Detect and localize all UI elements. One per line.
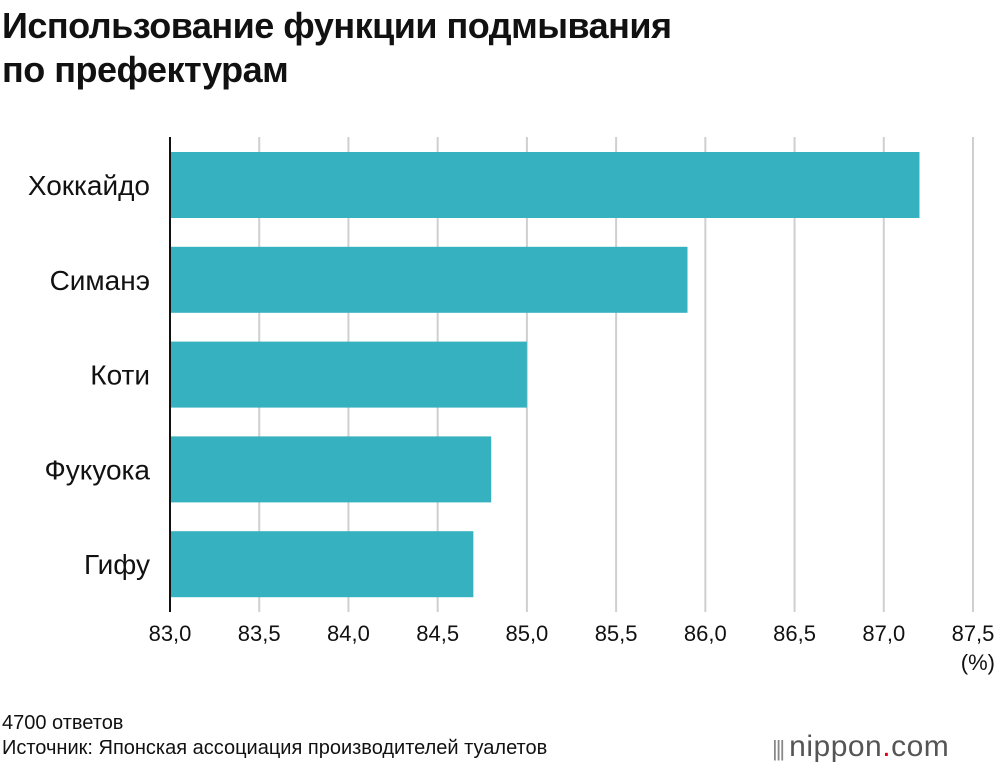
x-tick-label: 83,0 [149, 621, 192, 646]
source-note: Источник: Японская ассоциация производит… [2, 737, 548, 759]
x-tick-label: 86,5 [773, 621, 816, 646]
logo-icon: ||| [772, 736, 785, 761]
bar [170, 246, 688, 313]
category-label: Коти [90, 360, 150, 391]
logo-dot: . [882, 730, 892, 763]
logo-suffix: com [891, 730, 950, 763]
chart-title: Использование функции подмывания по преф… [2, 4, 672, 92]
x-tick-label: 87,5 [952, 621, 995, 646]
title-line-2: по префектурам [2, 49, 289, 90]
category-label: Фукуока [44, 454, 150, 485]
x-tick-label: 84,5 [416, 621, 459, 646]
x-tick-label: 83,5 [238, 621, 281, 646]
title-line-1: Использование функции подмывания [2, 5, 672, 46]
unit-label: (%) [961, 650, 995, 675]
bar [170, 152, 920, 218]
bar [170, 341, 527, 408]
x-tick-label: 86,0 [684, 621, 727, 646]
bar [170, 531, 474, 598]
x-tick-label: 84,0 [327, 621, 370, 646]
responses-note: 4700 ответов [2, 712, 124, 734]
x-tick-label: 85,5 [595, 621, 638, 646]
bar [170, 436, 492, 503]
logo-text: nippon [789, 730, 883, 763]
x-tick-label: 85,0 [505, 621, 548, 646]
x-tick-label: 87,0 [862, 621, 905, 646]
category-label: Хоккайдо [28, 170, 150, 201]
category-label: Гифу [84, 549, 150, 580]
nippon-logo: ||| nippon.com [772, 730, 949, 764]
category-label: Симанэ [50, 265, 150, 296]
